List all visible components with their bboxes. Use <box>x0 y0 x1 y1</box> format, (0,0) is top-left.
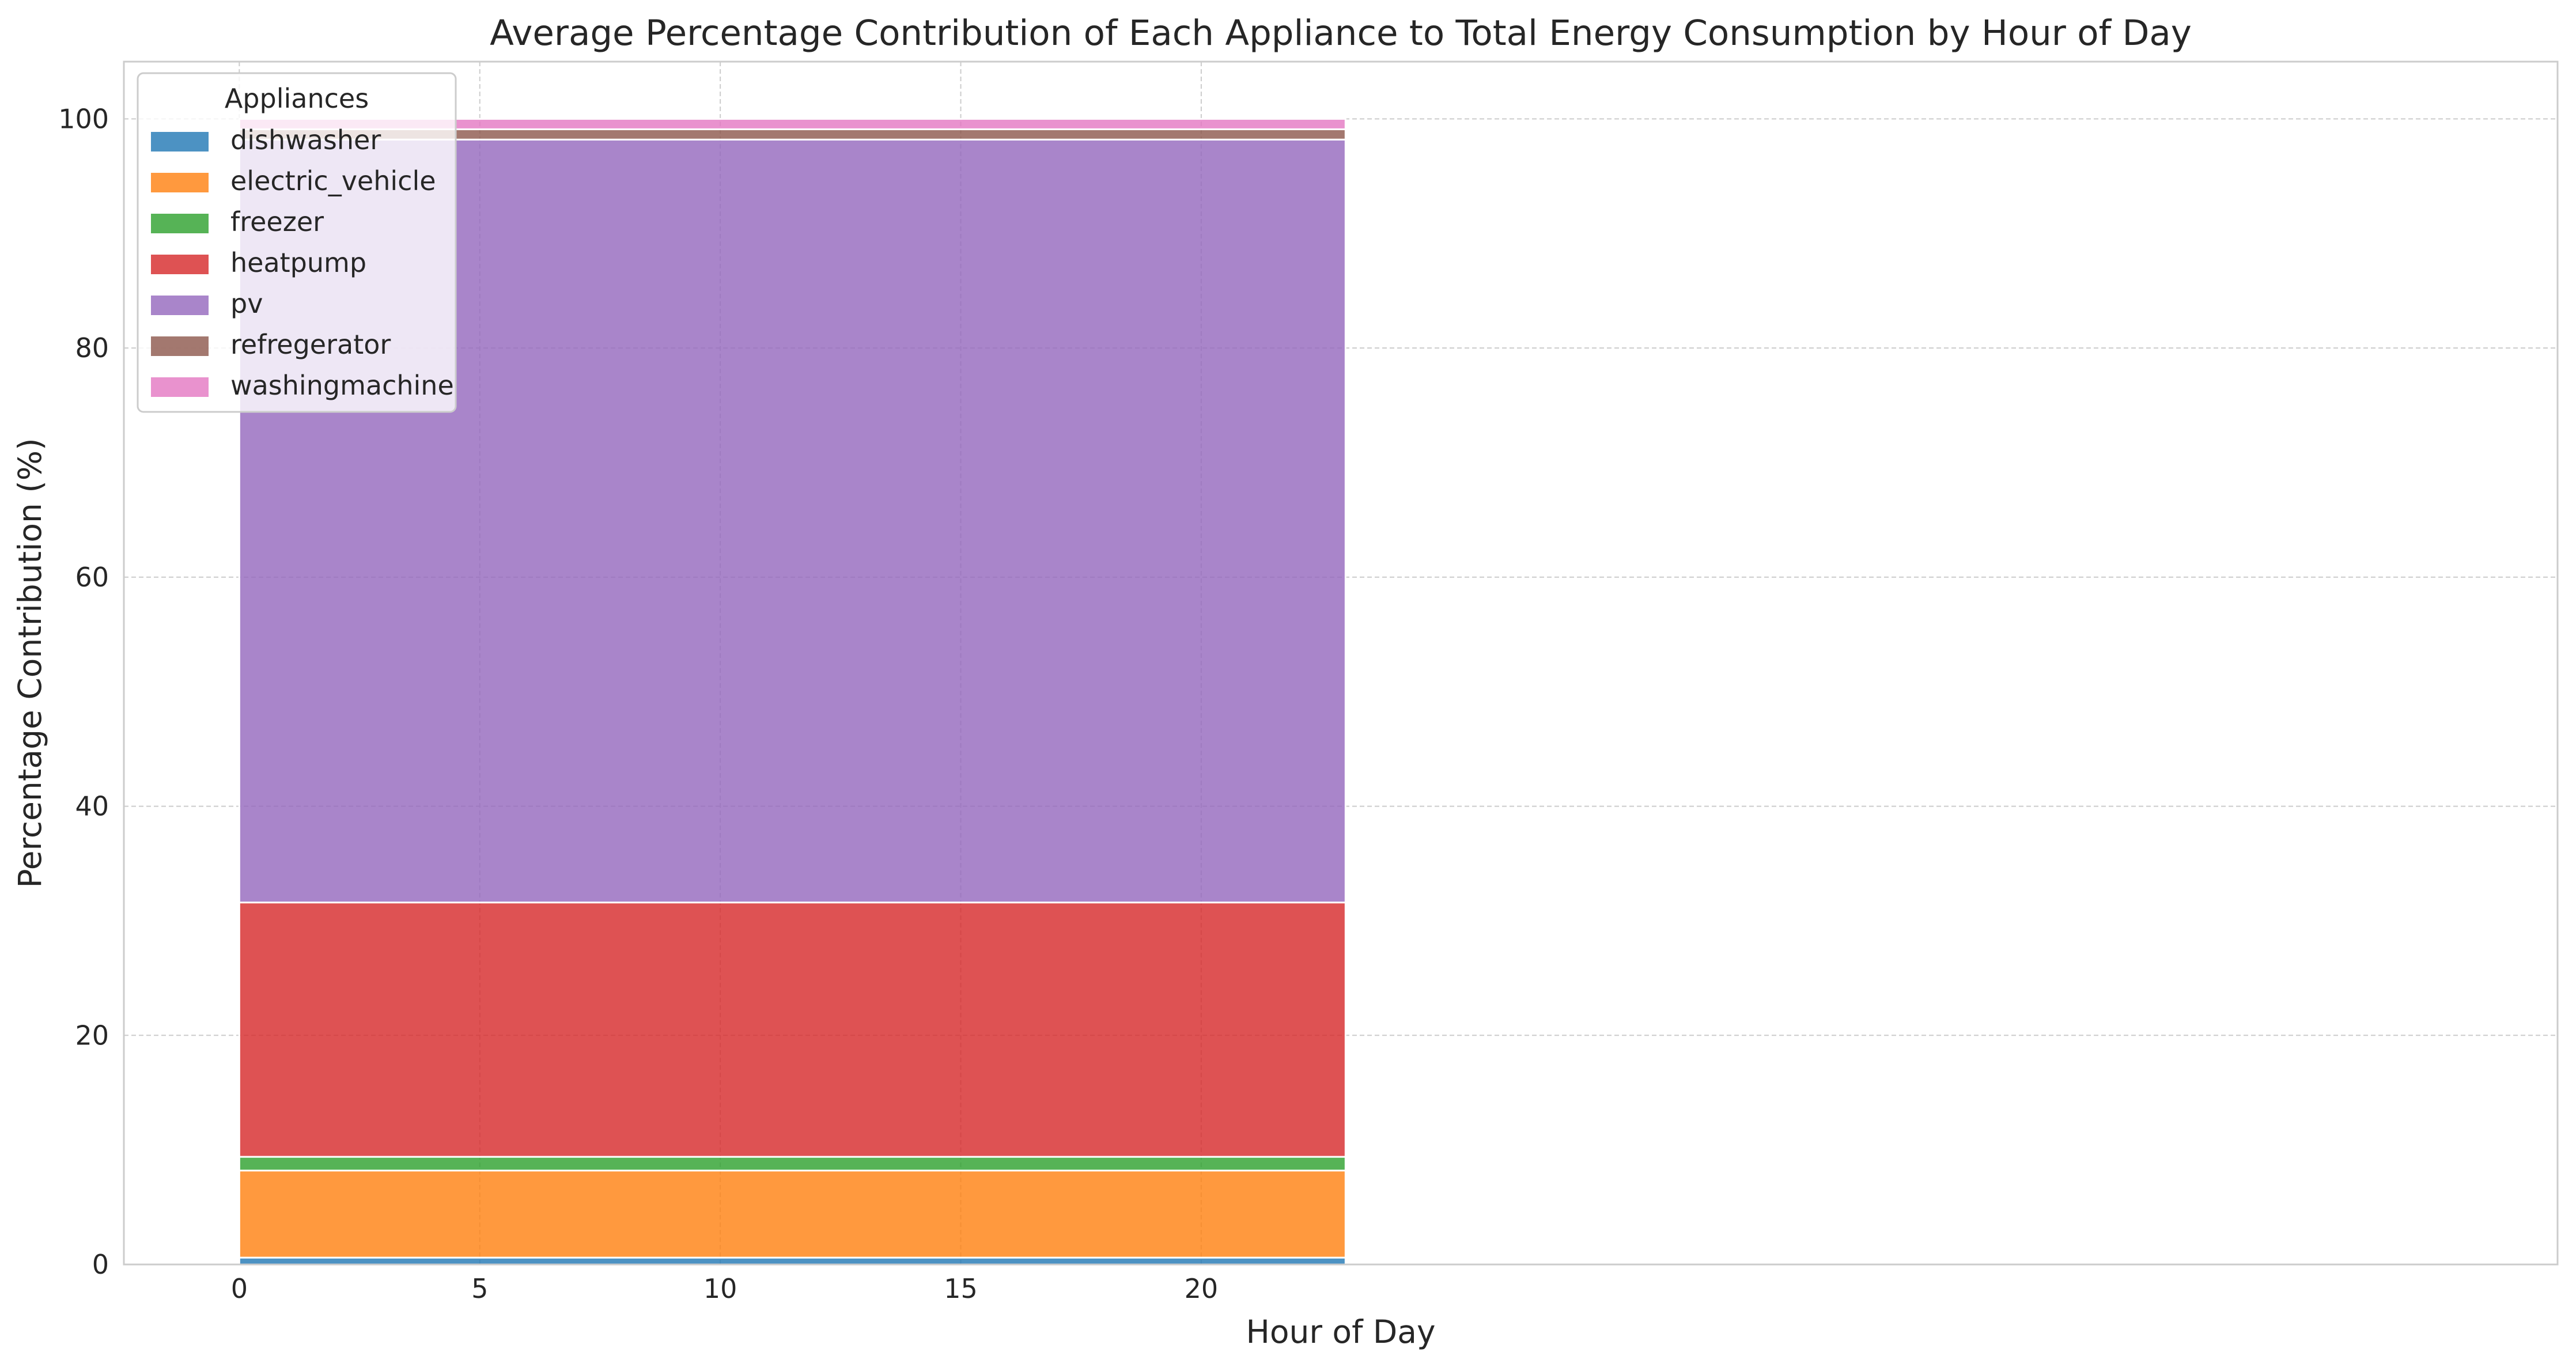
legend-label-washingmachine: washingmachine <box>230 370 454 401</box>
y-tick-label-20: 20 <box>75 1020 109 1051</box>
legend-swatch-dishwasher <box>151 132 209 152</box>
area-electric_vehicle <box>238 1169 1346 1259</box>
legend-title: Appliances <box>225 83 369 114</box>
chart-title: Average Percentage Contribution of Each … <box>490 13 2192 54</box>
legend-label-refregerator: refregerator <box>230 329 391 360</box>
y-tick-label-80: 80 <box>75 332 109 363</box>
legend-label-heatpump: heatpump <box>230 247 366 278</box>
legend-swatch-refregerator <box>151 336 209 356</box>
legend-label-pv: pv <box>230 288 263 319</box>
y-tick-label-40: 40 <box>75 791 109 822</box>
y-tick-label-0: 0 <box>92 1249 109 1280</box>
y-tick-label-100: 100 <box>58 103 109 134</box>
legend-box <box>137 72 457 413</box>
y-tick-label-60: 60 <box>75 562 109 593</box>
x-axis-label: Hour of Day <box>1246 1313 1435 1350</box>
legend-label-freezer: freezer <box>230 206 324 237</box>
legend-label-dishwasher: dishwasher <box>230 124 381 156</box>
y-axis-label: Percentage Contribution (%) <box>12 438 48 888</box>
area-freezer <box>238 1156 1346 1172</box>
tick-labels: 0 5 10 15 20 0 20 40 60 80 100 <box>58 103 1218 1304</box>
plot-border <box>123 60 2559 1266</box>
x-tick-label-20: 20 <box>1185 1273 1219 1304</box>
legend-swatch-electric_vehicle <box>151 173 209 192</box>
legend-swatch-freezer <box>151 214 209 233</box>
legend-label-electric_vehicle: electric_vehicle <box>230 165 436 196</box>
x-tick-label-5: 5 <box>471 1273 488 1304</box>
stacked-areas <box>238 118 1346 1266</box>
x-tick-label-0: 0 <box>231 1273 248 1304</box>
legend-swatch-pv <box>151 296 209 315</box>
area-heatpump <box>238 902 1346 1158</box>
x-tick-label-10: 10 <box>703 1273 737 1304</box>
area-dishwasher <box>238 1256 1346 1266</box>
legend-swatch-heatpump <box>151 255 209 274</box>
x-tick-label-15: 15 <box>944 1273 978 1304</box>
legend: Appliances dishwasher electric_vehiclefre… <box>137 72 457 413</box>
legend-swatch-washingmachine <box>151 377 209 397</box>
